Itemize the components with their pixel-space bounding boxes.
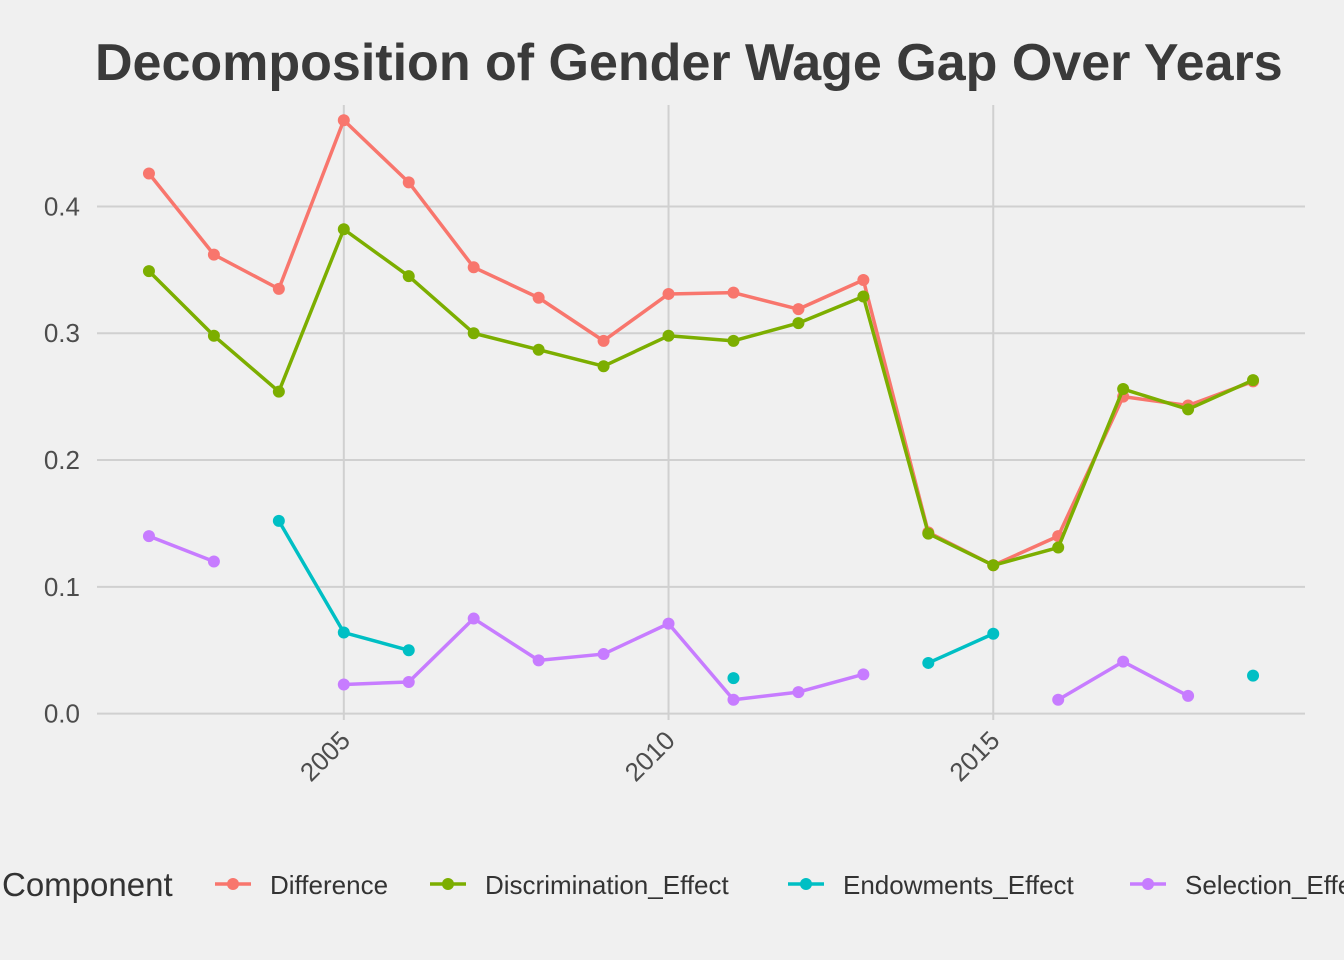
data-point	[402, 675, 415, 688]
data-point	[402, 270, 415, 283]
data-point	[662, 329, 675, 342]
data-point	[337, 678, 350, 691]
data-point	[922, 656, 935, 669]
data-point	[1117, 655, 1130, 668]
data-point	[792, 317, 805, 330]
data-point	[922, 527, 935, 540]
legend: Component Difference Discrimination_Effec…	[2, 866, 1344, 903]
data-point	[1052, 541, 1065, 554]
legend-key-point	[442, 878, 454, 890]
data-point	[857, 273, 870, 286]
data-point	[207, 329, 220, 342]
series-discrimination-effect	[142, 223, 1260, 572]
data-point	[792, 303, 805, 316]
data-point	[272, 282, 285, 295]
series-line	[147, 118, 1254, 568]
data-point	[662, 617, 675, 630]
y-tick-label: 0.4	[44, 191, 80, 221]
data-point	[597, 334, 610, 347]
data-point	[207, 248, 220, 261]
data-point	[727, 334, 740, 347]
legend-title: Component	[2, 866, 173, 903]
y-tick-label: 0.0	[44, 699, 80, 729]
series-line	[148, 534, 215, 564]
data-point	[532, 343, 545, 356]
data-point	[337, 223, 350, 236]
data-point	[532, 654, 545, 667]
legend-key-point	[1142, 878, 1154, 890]
data-point	[792, 686, 805, 699]
series-difference	[142, 114, 1260, 572]
y-tick-label: 0.3	[44, 318, 80, 348]
legend-label: Difference	[270, 870, 388, 900]
series-line	[927, 632, 994, 665]
x-axis-ticks: 2005 2010 2015	[294, 725, 1006, 787]
series-selection-effect	[142, 530, 1195, 706]
legend-item: Endowments_Effect	[788, 870, 1075, 900]
data-point	[337, 626, 350, 639]
data-point	[142, 265, 155, 278]
data-point	[1247, 669, 1260, 682]
legend-label: Selection_Effect	[1185, 870, 1344, 900]
data-point	[402, 176, 415, 189]
y-tick-label: 0.1	[44, 572, 80, 602]
x-tick-label: 2005	[294, 725, 356, 787]
legend-key-point	[800, 878, 812, 890]
data-point	[532, 291, 545, 304]
data-point	[1182, 403, 1195, 416]
data-point	[662, 287, 675, 300]
data-point	[467, 261, 480, 274]
data-point	[1247, 374, 1260, 387]
series-layer	[142, 114, 1260, 706]
legend-item: Difference	[215, 870, 388, 900]
data-point	[467, 327, 480, 340]
legend-key-point	[227, 878, 239, 890]
y-tick-label: 0.2	[44, 445, 80, 475]
data-point	[727, 693, 740, 706]
data-point	[142, 167, 155, 180]
legend-label: Discrimination_Effect	[485, 870, 730, 900]
chart-title: Decomposition of Gender Wage Gap Over Ye…	[95, 34, 1283, 92]
legend-item: Selection_Effect	[1130, 870, 1344, 900]
legend-item: Discrimination_Effect	[430, 870, 730, 900]
data-point	[272, 514, 285, 527]
data-point	[1117, 383, 1130, 396]
data-point	[337, 114, 350, 127]
data-point	[1052, 693, 1065, 706]
data-point	[857, 290, 870, 303]
data-point	[142, 530, 155, 543]
data-point	[1182, 689, 1195, 702]
data-point	[727, 672, 740, 685]
series-endowments-effect	[272, 514, 1260, 685]
data-point	[987, 627, 1000, 640]
data-point	[467, 612, 480, 625]
x-tick-label: 2015	[943, 725, 1005, 787]
data-point	[597, 648, 610, 661]
data-point	[987, 559, 1000, 572]
data-point	[857, 668, 870, 681]
gridlines	[97, 105, 1305, 720]
legend-label: Endowments_Effect	[843, 870, 1075, 900]
data-point	[597, 360, 610, 373]
y-axis-ticks: 0.0 0.1 0.2 0.3 0.4	[44, 191, 80, 728]
data-point	[207, 555, 220, 568]
data-point	[272, 385, 285, 398]
series-line	[147, 227, 1254, 568]
data-point	[727, 286, 740, 299]
data-point	[402, 644, 415, 657]
x-tick-label: 2010	[619, 725, 681, 787]
